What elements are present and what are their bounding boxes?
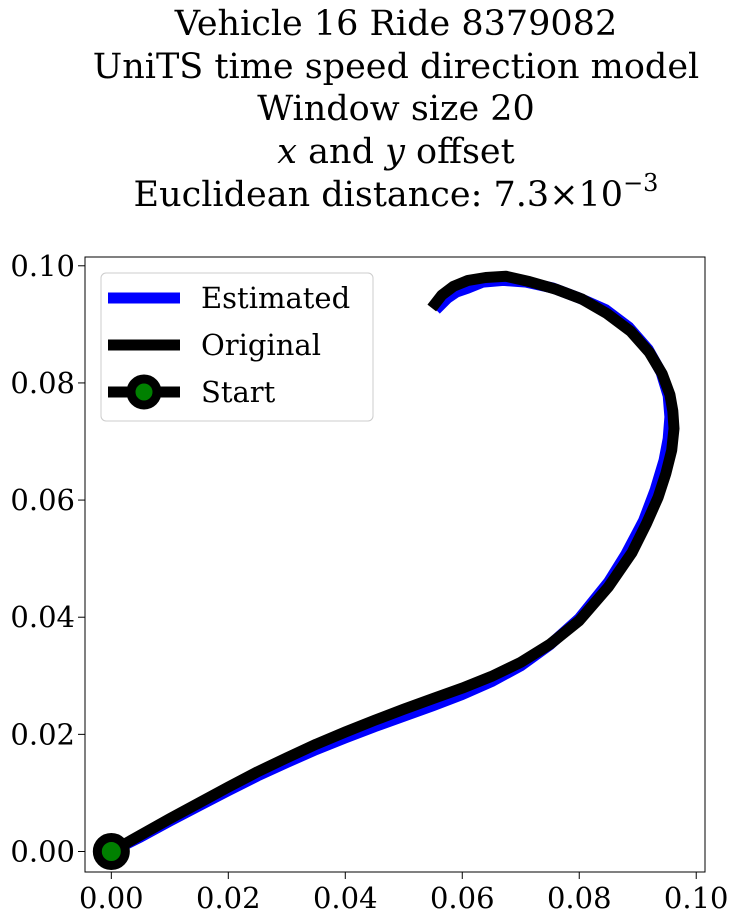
- x-tick-label: 0.02: [196, 881, 261, 915]
- x-tick-label: 0.10: [664, 881, 729, 915]
- start-marker: [92, 833, 130, 870]
- legend-start-marker: [126, 374, 162, 410]
- legend-label: Original: [201, 328, 321, 362]
- x-tick-label: 0.06: [430, 881, 495, 915]
- y-tick-label: 0.10: [10, 249, 75, 283]
- x-tick-label: 0.00: [79, 881, 144, 915]
- y-tick-label: 0.08: [10, 366, 75, 400]
- x-tick-label: 0.08: [547, 881, 612, 915]
- chart-title: Vehicle 16 Ride 8379082 UniTS time speed…: [93, 4, 700, 215]
- legend-box: [100, 272, 374, 422]
- title-line-1: Vehicle 16 Ride 8379082: [174, 4, 617, 44]
- x-axis: 0.00 0.02 0.04 0.06 0.08 0.10: [79, 872, 729, 915]
- title-line-2: UniTS time speed direction model: [93, 47, 700, 87]
- legend-label: Start: [201, 375, 276, 409]
- title-line-5: Euclidean distance: 7.3×10−3: [134, 169, 659, 215]
- plot-frame: [84, 256, 706, 873]
- x-tick-label: 0.04: [313, 881, 378, 915]
- legend-entry-start: Start: [108, 374, 276, 410]
- legend-entry-original: Original: [108, 328, 321, 362]
- title-line-4: x and y offset: [277, 132, 514, 172]
- y-tick-label: 0.04: [10, 600, 75, 634]
- legend-entry-estimated: Estimated: [108, 281, 350, 315]
- plot-area: [92, 270, 680, 870]
- y-tick-label: 0.02: [10, 717, 75, 751]
- y-axis: 0.00 0.02 0.04 0.06 0.08 0.10: [10, 249, 85, 869]
- legend-label: Estimated: [201, 281, 350, 315]
- series-line-original: [108, 270, 680, 857]
- legend: Estimated Original Start: [100, 272, 374, 422]
- y-tick-label: 0.06: [10, 483, 75, 517]
- title-line-3: Window size 20: [257, 89, 535, 129]
- y-tick-label: 0.00: [10, 835, 75, 869]
